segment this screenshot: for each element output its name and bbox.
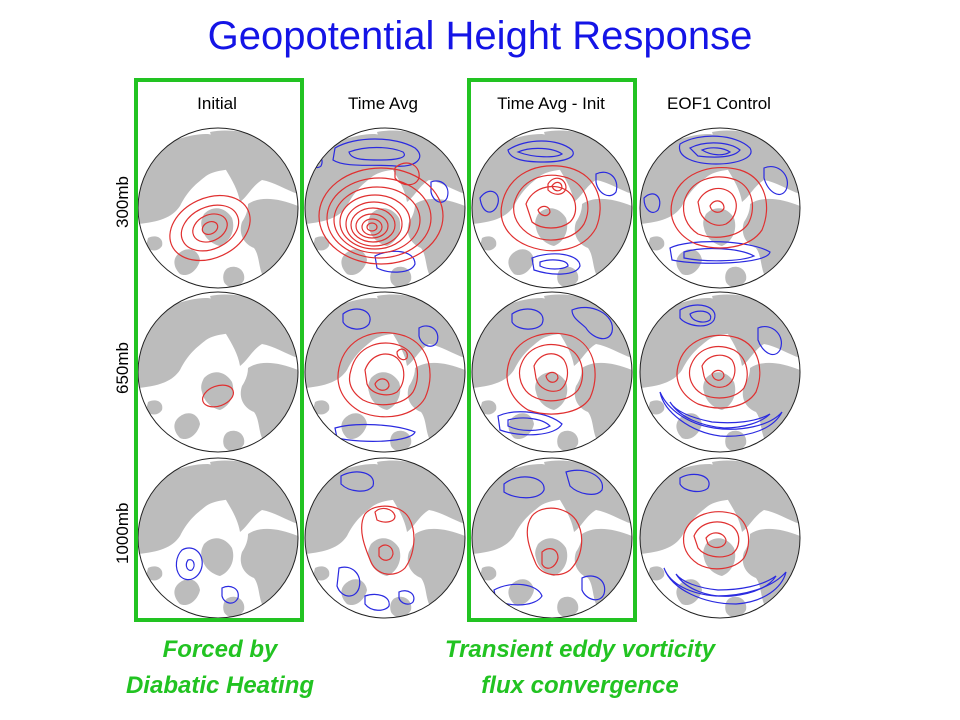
map-time-avg-init-650mb [471, 291, 633, 453]
caption-diabatic-heating: Forced by Diabatic Heating [70, 632, 370, 704]
map-initial-650mb [137, 291, 299, 453]
map-initial-1000mb [137, 457, 299, 619]
map-time-avg-650mb [304, 291, 466, 453]
map-time-avg-300mb [304, 127, 466, 289]
highlight-box-time-avg-init [467, 78, 637, 622]
map-time-avg-init-1000mb [471, 457, 633, 619]
caption-left-line1: Forced by [162, 636, 278, 663]
column-header-time-avg: Time Avg [348, 94, 418, 113]
map-eof1-control-650mb [639, 291, 801, 453]
caption-right-line2: flux convergence [481, 672, 679, 699]
caption-left-line2: Diabatic Heating [125, 672, 315, 699]
map-initial-300mb [137, 127, 299, 289]
page-title: Geopotential Height Response [207, 14, 753, 58]
column-header-initial: Initial [197, 94, 237, 113]
caption-right-line1: Transient eddy vorticity [444, 636, 716, 663]
map-eof1-control-300mb [639, 127, 801, 289]
map-eof1-control-1000mb [639, 457, 801, 619]
caption-transient-eddy: Transient eddy vorticity flux convergenc… [380, 632, 780, 704]
column-header-eof1-control: EOF1 Control [667, 94, 771, 113]
column-header-time-avg-init: Time Avg - Init [497, 94, 605, 113]
highlight-box-initial [134, 78, 304, 622]
map-time-avg-init-300mb [471, 127, 633, 289]
map-time-avg-1000mb [304, 457, 466, 619]
